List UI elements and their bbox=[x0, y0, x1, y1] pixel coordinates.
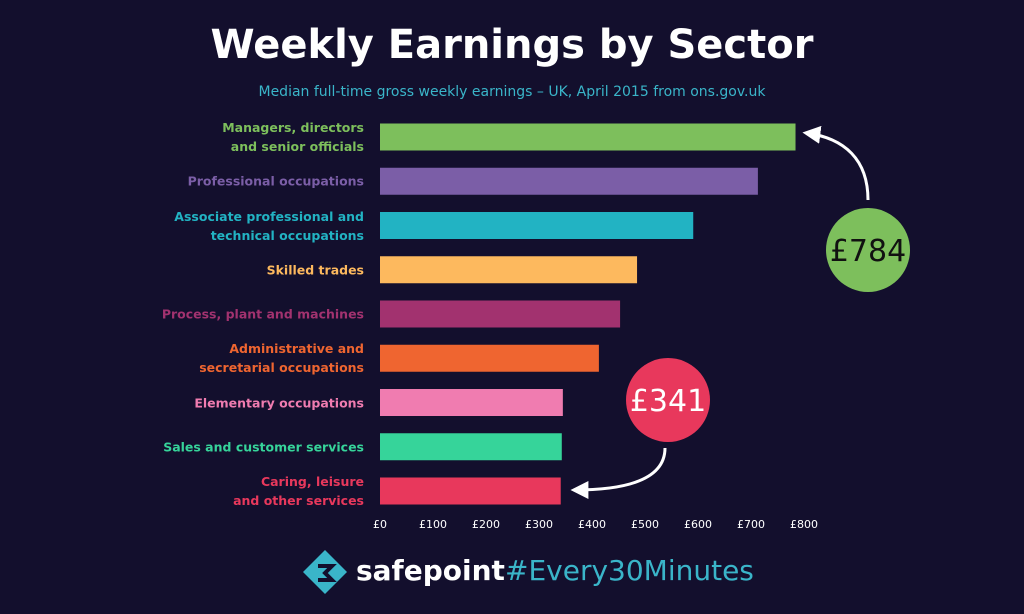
bar bbox=[380, 433, 562, 461]
arrow bbox=[570, 447, 667, 499]
chart-title: Weekly Earnings by Sector bbox=[210, 22, 814, 68]
category-label: Managers, directors and senior officials bbox=[222, 120, 364, 154]
bar bbox=[380, 477, 561, 505]
arrow bbox=[802, 125, 870, 201]
x-tick-label: £800 bbox=[790, 518, 818, 531]
bar bbox=[380, 344, 599, 372]
bar bbox=[380, 389, 563, 416]
category-label: Administrative and secretarial occupatio… bbox=[199, 341, 364, 376]
x-tick-label: £400 bbox=[578, 518, 606, 531]
x-tick-label: £0 bbox=[373, 518, 387, 531]
bar bbox=[380, 300, 621, 328]
category-label: Professional occupations bbox=[187, 173, 364, 189]
brand: safepoint bbox=[356, 554, 505, 587]
value-bubble bbox=[826, 208, 910, 292]
bar bbox=[380, 123, 796, 151]
category-label: Process, plant and machines bbox=[161, 306, 364, 322]
chart-subtitle: Median full-time gross weekly earnings –… bbox=[258, 84, 766, 100]
category-label: Sales and customer services bbox=[163, 439, 364, 455]
logo bbox=[303, 550, 347, 594]
value-label: £341 bbox=[630, 384, 706, 419]
bar bbox=[380, 167, 758, 195]
x-tick-label: £200 bbox=[472, 518, 500, 531]
category-label: Associate professional and technical occ… bbox=[174, 208, 364, 243]
value-label: £784 bbox=[830, 234, 906, 269]
bar bbox=[380, 256, 638, 284]
x-tick-label: £500 bbox=[631, 518, 659, 531]
category-label: Caring, leisure and other services bbox=[233, 474, 364, 508]
category-label: Skilled trades bbox=[266, 262, 364, 278]
x-tick-label: £100 bbox=[419, 518, 447, 531]
x-tick-label: £300 bbox=[525, 518, 553, 531]
bar bbox=[380, 212, 694, 239]
x-tick-label: £600 bbox=[684, 518, 712, 531]
value-bubble bbox=[626, 358, 710, 442]
x-tick-label: £700 bbox=[737, 518, 765, 531]
category-label: Elementary occupations bbox=[194, 395, 364, 410]
hashtag: #Every30Minutes bbox=[505, 554, 754, 587]
